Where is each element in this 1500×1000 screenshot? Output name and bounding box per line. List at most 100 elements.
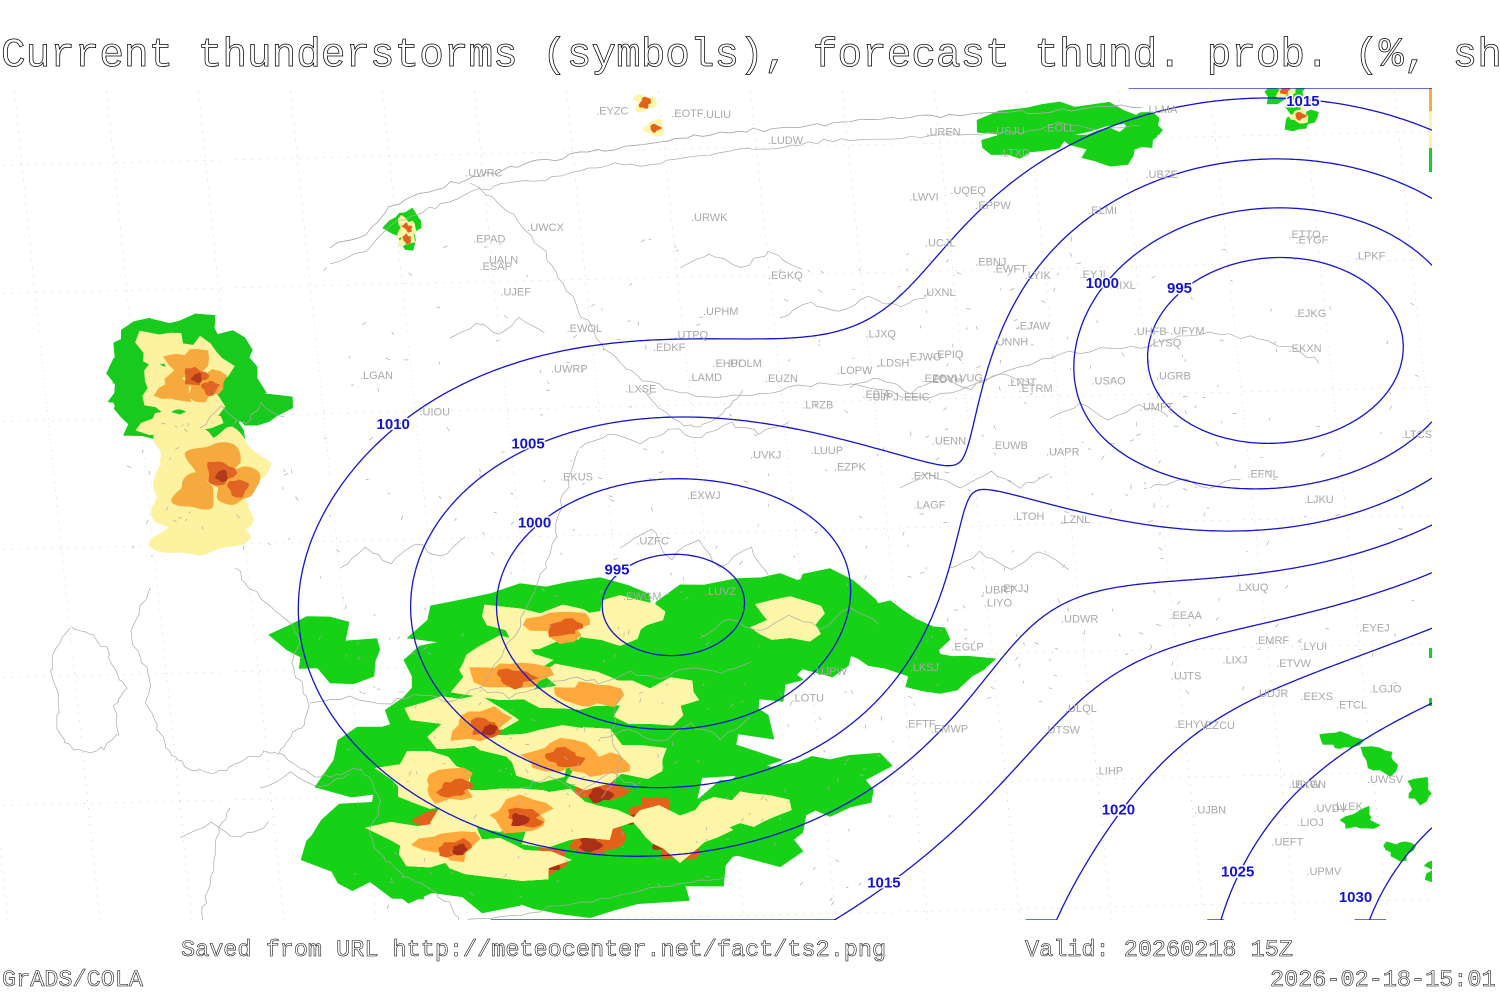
svg-text:.LKSJ: .LKSJ [910,662,939,674]
svg-text:1015: 1015 [867,874,900,891]
svg-text:.USAO: .USAO [1092,376,1127,388]
svg-text:.EXWJ: .EXWJ [687,490,721,502]
svg-text:.EGKQ: .EGKQ [768,270,803,282]
svg-text:.UNNH: .UNNH [993,337,1028,349]
svg-text:.LIYO: .LIYO [984,598,1013,610]
svg-text:.UFYM: .UFYM [1170,325,1204,337]
svg-text:.EYEJ: .EYEJ [1359,623,1390,635]
svg-text:.EMWP: .EMWP [931,723,968,735]
svg-text:.EJKG: .EJKG [1295,308,1327,320]
svg-text:.LUVZ: .LUVZ [705,586,736,598]
svg-text:1025: 1025 [1221,864,1254,881]
svg-text:.URWK: .URWK [691,212,728,224]
svg-text:.EDYH: .EDYH [929,374,963,386]
svg-text:.UPMV: .UPMV [1306,866,1342,878]
svg-text:.UCJL: .UCJL [925,238,956,250]
svg-text:.EHYV: .EHYV [1175,719,1209,731]
svg-text:.EPIQ: .EPIQ [934,349,964,361]
svg-text:.LTCS: .LTCS [1402,429,1432,441]
svg-text:.LRZB: .LRZB [802,399,833,411]
svg-text:.UMFT: .UMFT [1140,401,1174,413]
svg-text:.UENN: .UENN [932,435,966,447]
svg-text:.UGRB: .UGRB [1156,371,1191,383]
svg-text:.UBRT: .UBRT [982,585,1015,597]
svg-text:.UWSV: .UWSV [1367,774,1404,786]
svg-text:.EPPW: .EPPW [975,200,1011,212]
svg-text:.UJTS: .UJTS [1171,671,1202,683]
svg-text:.EOLL: .EOLL [1044,122,1075,134]
svg-text:.UREN: .UREN [926,127,960,139]
svg-text:.LIHP: .LIHP [1096,765,1124,777]
svg-text:.UTSW: .UTSW [1045,724,1081,736]
svg-text:.EOTF: .EOTF [671,108,704,120]
svg-text:.UQEQ: .UQEQ [950,185,986,197]
svg-text:.LJXQ: .LJXQ [865,329,896,341]
svg-text:.EZPK: .EZPK [834,462,866,474]
svg-text:.LYSQ: .LYSQ [1150,338,1182,350]
svg-text:.ULIU: .ULIU [703,109,731,121]
svg-text:.LTXD: .LTXD [1000,148,1030,160]
svg-text:.LOPW: .LOPW [837,365,873,377]
svg-text:.LXSE: .LXSE [625,383,656,395]
svg-text:.LXUQ: .LXUQ [1235,582,1268,594]
svg-text:.EWOL: .EWOL [567,323,602,335]
svg-text:.LTOH: .LTOH [1013,511,1044,523]
svg-text:995: 995 [1167,280,1192,297]
svg-text:.EEIC: .EEIC [901,392,930,404]
svg-text:.UOLM: .UOLM [727,358,762,370]
svg-text:.LOTU: .LOTU [792,693,824,705]
svg-text:.EUZN: .EUZN [765,373,798,385]
svg-text:.EBNJ: .EBNJ [975,257,1006,269]
svg-text:.UTPQ: .UTPQ [675,329,709,341]
svg-text:.LIOJ: .LIOJ [1297,817,1323,829]
svg-text:.EKXN: .EKXN [1289,343,1322,355]
svg-text:1000: 1000 [1086,275,1119,292]
svg-text:.EPAD: .EPAD [473,234,505,246]
svg-text:.ETCL: .ETCL [1336,700,1367,712]
svg-text:.LPKF: .LPKF [1355,251,1386,263]
svg-text:.EWGM: .EWGM [623,591,662,603]
svg-text:.UEFT: .UEFT [1271,837,1303,849]
svg-text:.UBZE: .UBZE [1146,169,1178,181]
svg-text:.UIOU: .UIOU [420,407,451,419]
svg-text:.LUUP: .LUUP [811,445,843,457]
svg-text:.EFNL: .EFNL [1247,469,1278,481]
svg-text:.EXHI: .EXHI [911,471,940,483]
svg-text:.EGLP: .EGLP [951,642,983,654]
svg-text:.LAMD: .LAMD [689,372,723,384]
svg-text:.EEXS: .EEXS [1301,691,1333,703]
svg-text:1015: 1015 [1286,93,1319,110]
svg-text:1005: 1005 [511,436,544,453]
svg-text:.LGJO: .LGJO [1370,683,1402,695]
svg-text:.LDSH: .LDSH [877,357,909,369]
svg-text:.UPHM: .UPHM [703,306,738,318]
svg-text:.EBIA: .EBIA [862,389,891,401]
svg-text:.EUWB: .EUWB [992,440,1028,452]
svg-text:.LZNL: .LZNL [1060,514,1090,526]
svg-text:.LLMA: .LLMA [1146,104,1178,116]
svg-text:.LWVI: .LWVI [910,192,939,204]
svg-text:.UJEF: .UJEF [500,286,531,298]
svg-text:.LYUI: .LYUI [1301,641,1328,653]
svg-text:.UHFB: .UHFB [1134,326,1167,338]
svg-text:.UALN: .UALN [486,254,518,266]
svg-text:.UXNL: .UXNL [923,287,955,299]
svg-text:.LIXJ: .LIXJ [1222,655,1247,667]
svg-text:.UJBN: .UJBN [1194,804,1226,816]
svg-text:.UWRP: .UWRP [551,363,588,375]
svg-text:.EYZC: .EYZC [596,106,628,118]
svg-text:.USJU: .USJU [993,125,1025,137]
svg-text:.LYIK: .LYIK [1025,270,1052,282]
svg-text:.UDWR: .UDWR [1061,613,1098,625]
svg-text:.EDKF: .EDKF [653,342,686,354]
svg-text:.EJAW: .EJAW [1017,320,1051,332]
svg-text:.UZFC: .UZFC [636,536,668,548]
svg-text:1010: 1010 [377,416,410,433]
svg-text:1030: 1030 [1339,889,1372,906]
svg-text:.LJKU: .LJKU [1304,494,1334,506]
svg-text:.UVDV: .UVDV [1313,803,1347,815]
svg-text:.UWRC: .UWRC [465,168,502,180]
svg-text:.EKUS: .EKUS [560,471,593,483]
svg-text:.UVKJ: .UVKJ [750,449,781,461]
svg-text:.UIYW: .UIYW [1289,779,1321,791]
